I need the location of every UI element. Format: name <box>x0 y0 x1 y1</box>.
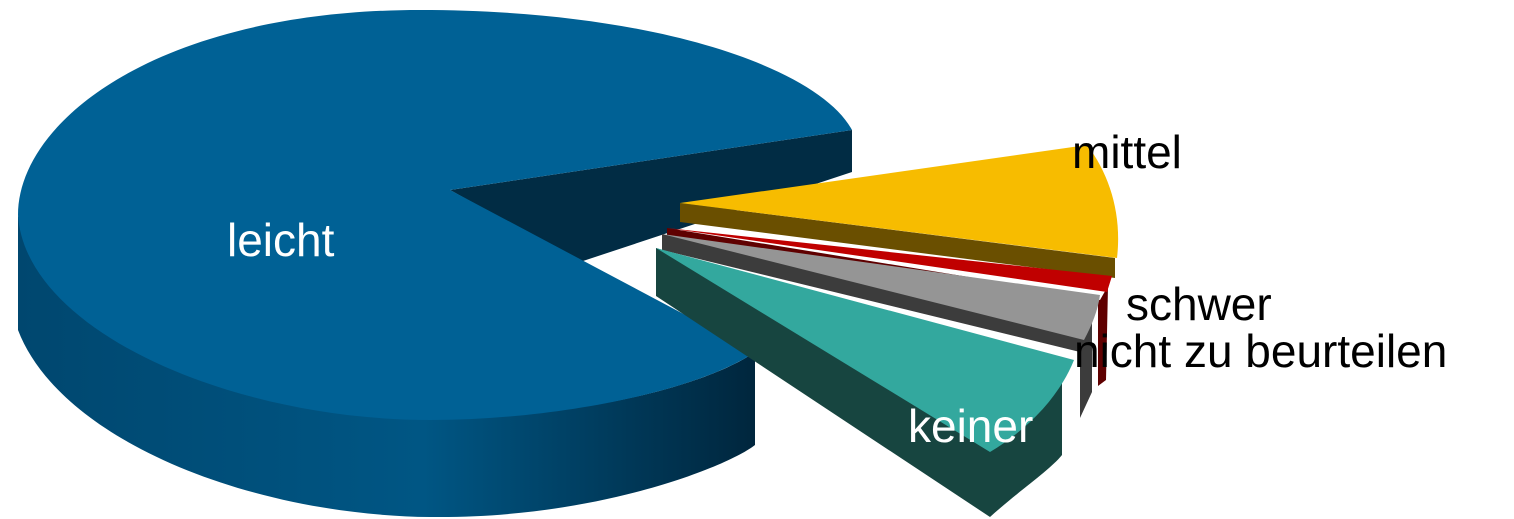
slice-keiner <box>656 248 1074 517</box>
label-leicht: leicht <box>227 214 335 266</box>
slice-mittel-side <box>680 203 1115 278</box>
slice-mittel-top <box>680 145 1119 258</box>
slice-mittel <box>680 145 1119 278</box>
slice-schwer-top <box>667 228 1112 292</box>
slice-nicht-zu-beurteilen <box>662 234 1100 418</box>
slice-keiner-top <box>656 248 1074 452</box>
slice-leicht-top <box>18 10 852 420</box>
slice-leicht-side <box>18 215 755 518</box>
slice-leicht-inner-wall <box>450 130 852 262</box>
slice-keiner-side <box>656 248 1062 517</box>
label-mittel: mittel <box>1072 126 1182 178</box>
label-schwer: schwer <box>1126 278 1272 330</box>
slice-nicht-top <box>662 234 1100 340</box>
slice-leicht <box>18 10 852 518</box>
label-nicht-zu-beurteilen: nicht zu beurteilen <box>1074 325 1447 377</box>
label-keiner: keiner <box>908 400 1033 452</box>
slice-nicht-side <box>662 234 1092 418</box>
